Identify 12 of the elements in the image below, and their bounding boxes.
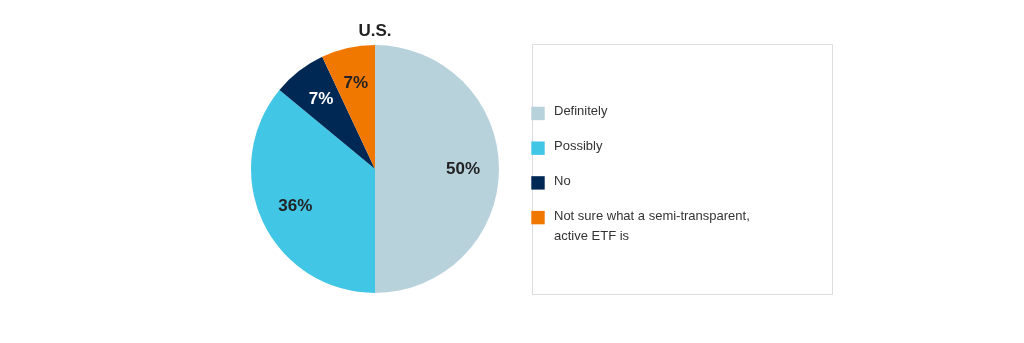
pie-slice (251, 89, 375, 293)
legend-label: Not sure what a semi-transparent, active ETF is (554, 207, 750, 243)
data-label: 50% (445, 159, 481, 178)
legend-label: Possibly (554, 138, 603, 154)
legend-label: Definitely (554, 103, 608, 119)
pie-slice (375, 45, 499, 293)
legend-label: No (554, 172, 571, 188)
data-label: 7% (343, 73, 369, 93)
data-label: 7% (308, 89, 334, 109)
chart-title: U.S. (358, 21, 392, 40)
pie-slice (279, 56, 375, 169)
data-label: 36% (278, 196, 313, 216)
